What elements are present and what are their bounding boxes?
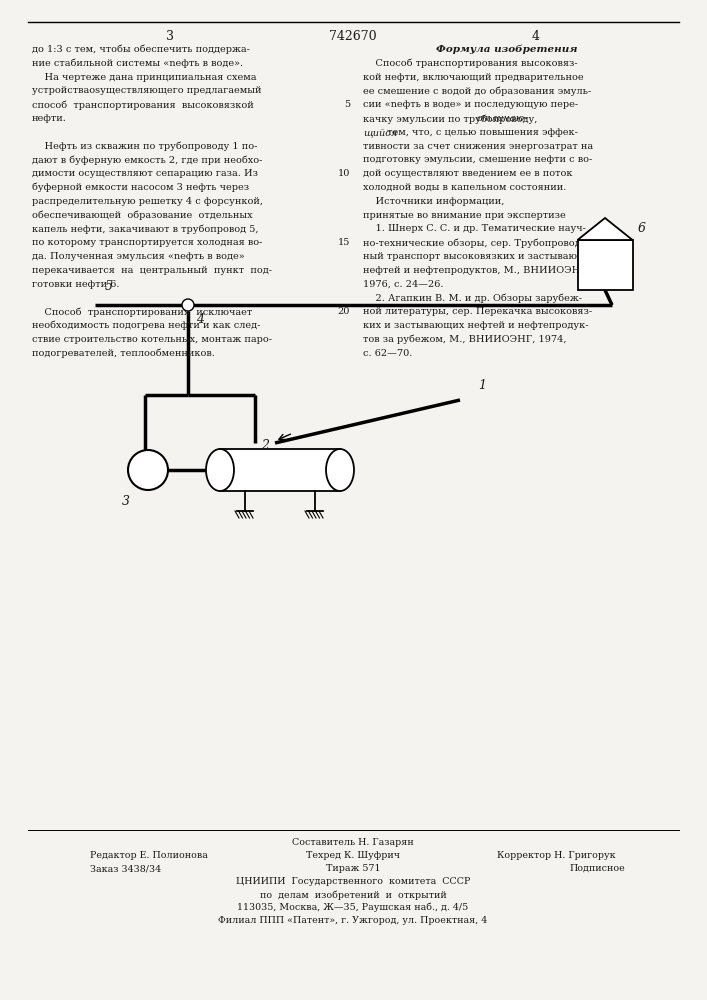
Text: На чертеже дана принципиальная схема: На чертеже дана принципиальная схема	[32, 73, 257, 82]
Text: способ  транспортирования  высоковязкой: способ транспортирования высоковязкой	[32, 100, 254, 110]
Text: дой осуществляют введением ее в поток: дой осуществляют введением ее в поток	[363, 169, 573, 178]
Text: 4: 4	[196, 313, 204, 326]
Text: Способ транспортирования высоковяз-: Способ транспортирования высоковяз-	[363, 59, 578, 68]
Polygon shape	[578, 218, 633, 240]
Text: Техред К. Шуфрич: Техред К. Шуфрич	[306, 851, 400, 860]
Text: Тираж 571: Тираж 571	[326, 864, 380, 873]
Text: Заказ 3438/34: Заказ 3438/34	[90, 864, 161, 873]
Text: Корректор Н. Григорук: Корректор Н. Григорук	[498, 851, 616, 860]
Text: 5: 5	[105, 280, 113, 293]
Text: буферной емкости насосом 3 нефть через: буферной емкости насосом 3 нефть через	[32, 183, 249, 192]
Text: отличаю-: отличаю-	[477, 114, 528, 123]
Text: 2. Агапкин В. М. и др. Обзоры зарубеж-: 2. Агапкин В. М. и др. Обзоры зарубеж-	[363, 293, 582, 303]
Text: 2: 2	[261, 439, 269, 452]
Text: да. Полученная эмульсия «nефть в воде»: да. Полученная эмульсия «nефть в воде»	[32, 252, 245, 261]
Text: 1. Шнерх С. С. и др. Тематические науч-: 1. Шнерх С. С. и др. Тематические науч-	[363, 224, 586, 233]
Text: тем, что, с целью повышения эффек-: тем, что, с целью повышения эффек-	[383, 128, 578, 137]
Text: по которому транспортируется холодная во-: по которому транспортируется холодная во…	[32, 238, 262, 247]
Text: ной литературы, сер. Перекачка высоковяз-: ной литературы, сер. Перекачка высоковяз…	[363, 307, 592, 316]
Text: с. 62—70.: с. 62—70.	[363, 349, 412, 358]
Text: тов за рубежом, М., ВНИИОЭНГ, 1974,: тов за рубежом, М., ВНИИОЭНГ, 1974,	[363, 335, 566, 344]
Text: 20: 20	[338, 307, 350, 316]
Text: кой нефти, включающий предварительное: кой нефти, включающий предварительное	[363, 73, 583, 82]
Text: нефтей и нефтепродуктов, М., ВНИИОЭНГ,: нефтей и нефтепродуктов, М., ВНИИОЭНГ,	[363, 266, 590, 275]
Text: 1976, с. 24—26.: 1976, с. 24—26.	[363, 280, 443, 289]
Text: Филиал ППП «Патент», г. Ужгород, ул. Проектная, 4: Филиал ППП «Патент», г. Ужгород, ул. Про…	[218, 916, 488, 925]
Text: распределительную решетку 4 с форсункой,: распределительную решетку 4 с форсункой,	[32, 197, 263, 206]
Text: ние стабильной системы «nефть в воде».: ние стабильной системы «nефть в воде».	[32, 59, 243, 68]
Circle shape	[128, 450, 168, 490]
Text: 3: 3	[122, 495, 130, 508]
Text: Источники информации,: Источники информации,	[363, 197, 504, 206]
Text: Формула изобретения: Формула изобретения	[436, 45, 578, 54]
Text: 10: 10	[338, 169, 350, 178]
Text: подогревателей, теплообменников.: подогревателей, теплообменников.	[32, 349, 215, 358]
Text: Подписное: Подписное	[570, 864, 626, 873]
Text: ких и застывающих нефтей и нефтепродук-: ких и застывающих нефтей и нефтепродук-	[363, 321, 588, 330]
Text: Способ  транспортирования  исключает: Способ транспортирования исключает	[32, 307, 252, 317]
Circle shape	[182, 299, 194, 311]
Text: но-технические обзоры, сер. Трубопровод-: но-технические обзоры, сер. Трубопровод-	[363, 238, 584, 248]
Text: ЦНИИПИ  Государственного  комитета  СССР: ЦНИИПИ Государственного комитета СССР	[236, 877, 470, 886]
Text: 15: 15	[338, 238, 350, 247]
Text: 742670: 742670	[329, 30, 377, 43]
Text: димости осуществляют сепарацию газа. Из: димости осуществляют сепарацию газа. Из	[32, 169, 258, 178]
Text: тивности за счет снижения энергозатрат на: тивности за счет снижения энергозатрат н…	[363, 142, 593, 151]
Text: необходимость подогрева нефти и как след-: необходимость подогрева нефти и как след…	[32, 321, 260, 330]
Text: качку эмульсии по трубопроводу,: качку эмульсии по трубопроводу,	[363, 114, 540, 123]
Text: 1: 1	[478, 379, 486, 392]
Text: Редактор Е. Полионова: Редактор Е. Полионова	[90, 851, 208, 860]
Text: холодной воды в капельном состоянии.: холодной воды в капельном состоянии.	[363, 183, 566, 192]
Text: перекачивается  на  центральный  пункт  под-: перекачивается на центральный пункт под-	[32, 266, 272, 275]
Text: Нефть из скважин по трубопроводу 1 по-: Нефть из скважин по трубопроводу 1 по-	[32, 142, 257, 151]
Text: сии «nефть в воде» и последующую пере-: сии «nефть в воде» и последующую пере-	[363, 100, 578, 109]
Text: щийся: щийся	[363, 128, 397, 137]
Text: 4: 4	[532, 30, 540, 43]
Text: ный транспорт высоковязких и застывающих: ный транспорт высоковязких и застывающих	[363, 252, 598, 261]
Text: Составитель Н. Газарян: Составитель Н. Газарян	[292, 838, 414, 847]
Text: капель нефти, закачивают в трубопровод 5,: капель нефти, закачивают в трубопровод 5…	[32, 224, 259, 234]
Bar	[578, 240, 633, 290]
Ellipse shape	[206, 449, 234, 491]
Text: 5: 5	[344, 100, 350, 109]
Text: нефти.: нефти.	[32, 114, 67, 123]
Ellipse shape	[326, 449, 354, 491]
Text: ее смешение с водой до образования эмуль-: ее смешение с водой до образования эмуль…	[363, 86, 591, 96]
Text: обеспечивающей  образование  отдельных: обеспечивающей образование отдельных	[32, 211, 252, 220]
Text: принятые во внимание при экспертизе: принятые во внимание при экспертизе	[363, 211, 566, 220]
Text: подготовку эмульсии, смешение нефти с во-: подготовку эмульсии, смешение нефти с во…	[363, 155, 592, 164]
Text: 113035, Москва, Ж—35, Раушская наб., д. 4/5: 113035, Москва, Ж—35, Раушская наб., д. …	[238, 903, 469, 912]
Bar	[220, 449, 340, 491]
Text: дают в буферную емкость 2, где при необхо-: дают в буферную емкость 2, где при необх…	[32, 155, 262, 165]
Text: устройства‬osуществляющего предлагаемый: устройства‬osуществляющего предлагаемый	[32, 86, 262, 95]
Text: до 1:3 с тем, чтобы обеспечить поддержа-: до 1:3 с тем, чтобы обеспечить поддержа-	[32, 45, 250, 54]
Text: по  делам  изобретений  и  открытий: по делам изобретений и открытий	[259, 890, 446, 900]
Text: готовки нефти 6.: готовки нефти 6.	[32, 280, 119, 289]
Text: ствие строительство котельных, монтаж паро-: ствие строительство котельных, монтаж па…	[32, 335, 272, 344]
Text: 3: 3	[166, 30, 174, 43]
Text: 6: 6	[638, 222, 645, 235]
